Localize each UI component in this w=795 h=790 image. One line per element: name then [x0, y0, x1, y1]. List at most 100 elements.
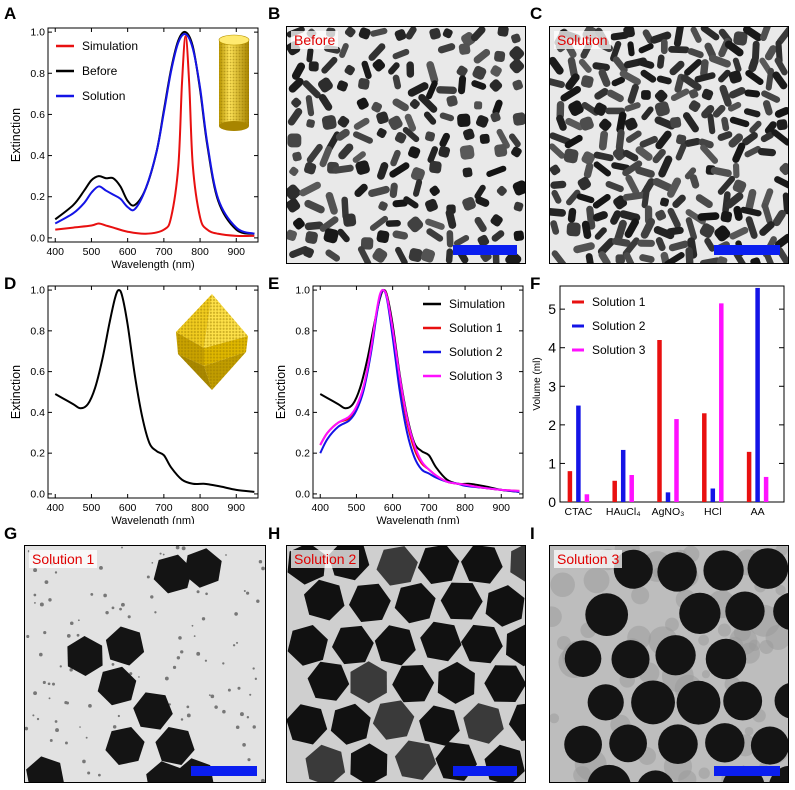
bar	[710, 488, 716, 502]
legend-label: Solution 3	[449, 369, 503, 383]
x-tick-label: 700	[155, 502, 173, 514]
nanoparticle	[598, 68, 611, 87]
nanoparticle	[725, 192, 744, 209]
debris-dot	[260, 778, 265, 782]
nanoparticle	[666, 226, 684, 236]
nanoparticle	[462, 167, 473, 178]
nanoparticle	[759, 27, 771, 42]
nanoparticle	[512, 79, 523, 91]
nanoparticle	[627, 41, 635, 57]
nanoparticle	[732, 162, 740, 179]
debris-dot	[42, 680, 46, 685]
nanoparticle	[609, 724, 647, 763]
nanorod-inset	[218, 34, 250, 131]
nanoparticle	[463, 128, 475, 141]
nanoparticle	[563, 148, 579, 164]
nanoparticle	[631, 680, 675, 725]
nanoparticle	[356, 97, 369, 110]
series-line-1	[54, 289, 255, 493]
debris-dot	[47, 682, 51, 686]
debris-dot	[127, 615, 131, 619]
nanoparticle	[155, 727, 195, 765]
panel-letter-h: H	[268, 524, 281, 543]
panel-letter-g: G	[4, 524, 18, 543]
nanoparticle	[622, 191, 646, 201]
debris-dot	[34, 602, 36, 604]
plot-frame	[559, 285, 785, 503]
nanoparticle	[564, 725, 602, 764]
debris-dot	[65, 741, 68, 745]
y-tick-label: 0.2	[30, 191, 45, 203]
bar	[657, 340, 662, 502]
nanoparticle	[704, 237, 716, 252]
nanoparticle	[627, 83, 639, 104]
debris-dot	[33, 691, 37, 696]
nanoparticle	[745, 216, 758, 239]
nanoparticle	[418, 93, 438, 113]
x-tick-label: CTAC	[564, 506, 592, 518]
nanoparticle	[457, 75, 467, 95]
nanoparticle	[652, 177, 673, 192]
nanoparticle	[336, 80, 348, 92]
nanoparticle	[657, 552, 697, 592]
nanoparticle	[426, 228, 444, 242]
nanoparticle	[635, 146, 653, 161]
nanoparticle	[494, 50, 506, 62]
x-tick-label: 700	[420, 502, 438, 514]
scale-bar	[191, 766, 257, 776]
y-tick-label: 0.4	[295, 407, 310, 419]
nanoparticle	[446, 230, 454, 248]
nanoparticle	[289, 166, 299, 177]
debris-dot	[55, 728, 59, 733]
debris-dot	[254, 677, 258, 680]
nanoparticle	[556, 114, 567, 131]
y-axis-label: Extinction	[9, 365, 23, 419]
nanoparticle	[729, 226, 749, 240]
nanoparticle	[774, 233, 788, 249]
nanoparticle	[568, 100, 584, 116]
nanoparticle	[438, 145, 451, 158]
x-tick-label: AA	[751, 506, 765, 518]
nanoparticle	[619, 70, 641, 86]
nanoparticle	[304, 579, 345, 621]
nanoparticle	[321, 56, 338, 74]
nanoparticle	[388, 115, 403, 131]
bar	[763, 476, 769, 502]
nanoparticle	[369, 215, 389, 231]
nanoparticle	[317, 77, 333, 93]
nanoparticle	[371, 101, 383, 113]
debris-dot	[258, 559, 263, 564]
debris-dot	[49, 739, 53, 742]
nanoparticle	[641, 106, 654, 121]
nanoparticle	[405, 27, 417, 40]
y-tick-label: 0.8	[30, 325, 45, 337]
nanoparticle	[426, 61, 439, 84]
nanoparticle	[456, 65, 468, 77]
nanoparticle	[776, 27, 788, 45]
nanoparticle	[551, 250, 568, 263]
x-tick-label: 800	[456, 502, 474, 514]
nanoparticle	[638, 43, 654, 54]
nanoparticle	[724, 40, 744, 57]
nanoparticle	[611, 162, 631, 172]
x-tick-label: 800	[191, 502, 209, 514]
debris-dot	[39, 652, 43, 657]
nanoparticle	[323, 228, 339, 244]
nanoparticle	[67, 636, 103, 676]
nanoparticle	[742, 131, 758, 146]
debris-dot	[85, 736, 88, 739]
nanoparticle	[146, 761, 183, 782]
nanoparticle	[339, 43, 349, 58]
nanoparticle	[641, 184, 651, 209]
nanoparticle	[392, 74, 402, 90]
y-tick-label: 0.8	[30, 68, 45, 80]
debris-dot	[196, 590, 200, 594]
tem-image-solution-1: Solution 1	[24, 545, 266, 783]
x-tick-label: 600	[119, 246, 137, 258]
debris-dot	[176, 656, 181, 660]
nanoparticle	[406, 61, 415, 78]
debris-dot	[32, 714, 35, 717]
debris-dot	[261, 566, 265, 571]
y-tick-label: 0.0	[30, 232, 45, 244]
nanoparticle	[407, 82, 429, 97]
